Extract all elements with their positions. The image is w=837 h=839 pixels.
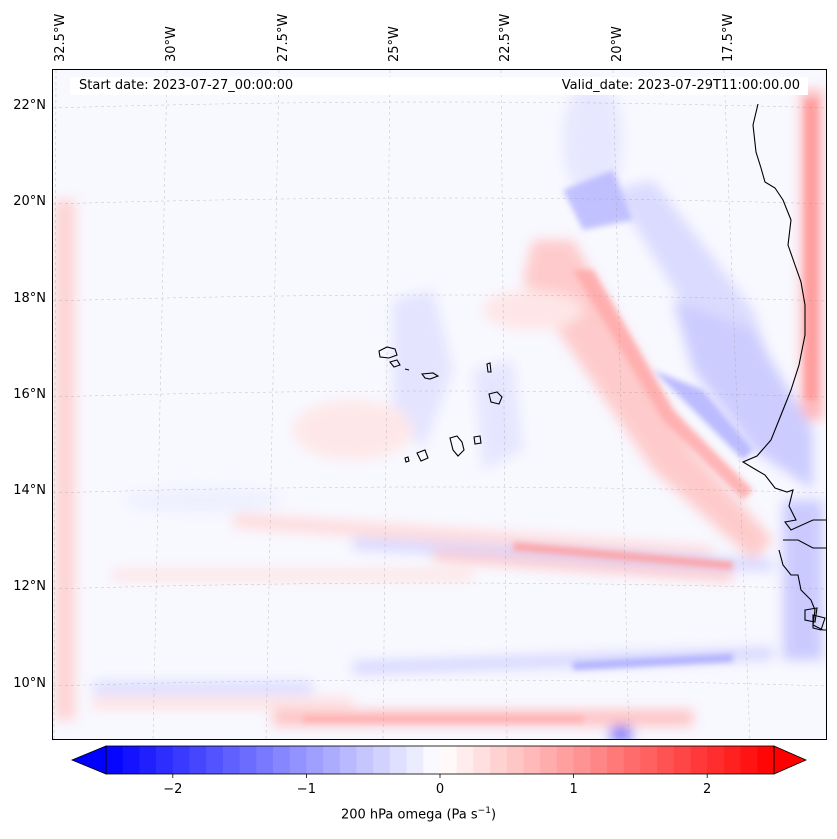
island-sal <box>486 362 492 373</box>
colorbar-segment <box>623 746 641 774</box>
colorbar-tick-label: 0 <box>435 782 445 797</box>
colorbar-segment <box>690 746 708 774</box>
colorbar-segment <box>139 746 157 774</box>
colorbar-segment <box>707 746 725 774</box>
lon-label-22.5w: 22.5°W <box>498 13 513 62</box>
colorbar-segment <box>723 746 742 774</box>
map-panel[interactable] <box>52 69 827 740</box>
colorbar-segment <box>607 746 625 774</box>
colorbar-label-exponent: −1 <box>477 806 491 816</box>
lat-label-12n: 12°N <box>13 579 46 594</box>
colorbar-segment <box>172 746 190 774</box>
colorbar-outline <box>105 745 775 775</box>
lon-label-27.5w: 27.5°W <box>276 13 291 62</box>
colorbar-segment <box>590 746 608 774</box>
colorbar-tick-label: −1 <box>296 782 316 797</box>
colorbar-segment <box>306 746 324 774</box>
colorbar-tick-label: 2 <box>703 782 712 797</box>
colorbar-segment <box>740 746 758 774</box>
lon-label-17.5w: 17.5°W <box>721 13 736 62</box>
colorbar-segment <box>156 746 174 774</box>
colorbar-segment <box>356 746 374 774</box>
colorbar-segments <box>106 746 775 774</box>
colorbar-label: 200 hPa omega (Pa s−1) <box>0 806 837 822</box>
lat-label-16n: 16°N <box>13 387 46 402</box>
colorbar-segment <box>423 746 441 774</box>
colorbar-tick-label: 1 <box>569 782 578 797</box>
colorbar-extend-low <box>70 745 107 775</box>
coastline <box>741 103 826 631</box>
lon-label-32.5w: 32.5°W <box>53 13 68 62</box>
colorbar-segment <box>556 746 575 774</box>
colorbar-label-close: ) <box>490 807 497 823</box>
lat-label-20n: 20°N <box>13 194 46 209</box>
lon-label-25w: 25°W <box>387 26 402 62</box>
colorbar-segment <box>757 746 775 774</box>
lon-label-30w: 30°W <box>164 26 179 62</box>
colorbar-segment <box>273 746 291 774</box>
island-fogo <box>416 449 429 462</box>
colorbar-segment <box>323 746 341 774</box>
lat-label-22n: 22°N <box>13 98 46 113</box>
colorbar-segment <box>339 746 357 774</box>
colorbar-segment <box>406 746 424 774</box>
island-sao-vicente <box>389 359 401 368</box>
colorbar-segment <box>523 746 541 774</box>
lon-label-20w: 20°W <box>610 26 625 62</box>
colorbar-segment <box>506 746 524 774</box>
island-santo-antao <box>378 346 398 359</box>
island-maio <box>473 435 482 445</box>
colorbar-segment <box>222 746 241 774</box>
colorbar-segment <box>373 746 391 774</box>
colorbar-segment <box>456 746 474 774</box>
colorbar-segment <box>540 746 558 774</box>
colorbar-segment <box>573 746 591 774</box>
colorbar-segment <box>389 746 408 774</box>
colorbar-segment <box>473 746 491 774</box>
island-sao-nicolau <box>420 372 440 380</box>
date-info-bar: Start date: 2023-07-27_00:00:00 Valid_da… <box>70 77 808 95</box>
island-boa-vista <box>488 391 503 405</box>
colorbar-segment <box>189 746 207 774</box>
colorbar-extend-high <box>773 745 807 775</box>
colorbar-segment <box>673 746 691 774</box>
island-santa-luzia <box>404 368 410 371</box>
colorbar-segment <box>289 746 307 774</box>
colorbar-segment <box>490 746 508 774</box>
cabo-verde-islands <box>378 346 503 463</box>
graticule <box>53 70 826 739</box>
colorbar-segment <box>122 746 140 774</box>
colorbar-segment <box>206 746 224 774</box>
colorbar-segment <box>640 746 658 774</box>
island-santiago <box>449 435 465 457</box>
colorbar-segment <box>440 746 458 774</box>
colorbar-segment <box>256 746 274 774</box>
colorbar-segment <box>239 746 257 774</box>
valid-date-label: Valid_date: 2023-07-29T11:00:00.00 <box>561 78 800 93</box>
lat-label-10n: 10°N <box>13 676 46 691</box>
colorbar-segment <box>106 746 124 774</box>
lat-label-14n: 14°N <box>13 483 46 498</box>
colorbar-segment <box>657 746 675 774</box>
omega-field-map[interactable] <box>53 70 827 740</box>
colorbar-tick-label: −2 <box>163 782 183 797</box>
colorbar-label-text: 200 hPa omega (Pa s <box>340 807 478 823</box>
colorbar-ticks <box>172 774 708 778</box>
island-brava <box>404 456 410 463</box>
start-date-label: Start date: 2023-07-27_00:00:00 <box>79 78 294 93</box>
lat-label-18n: 18°N <box>13 291 46 306</box>
